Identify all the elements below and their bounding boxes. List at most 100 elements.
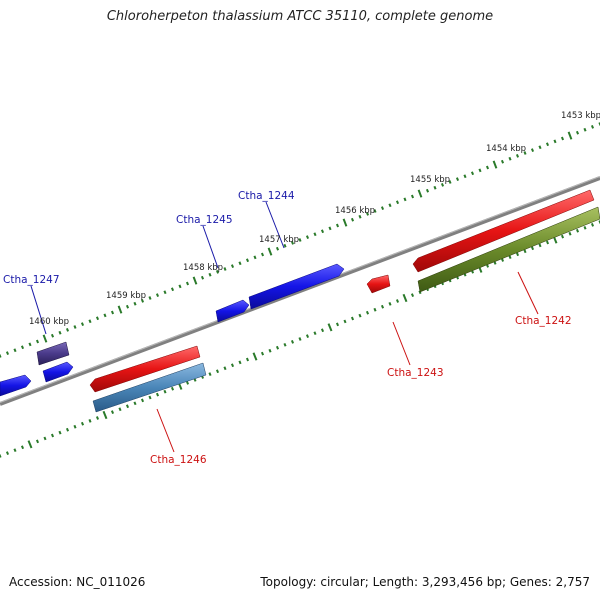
inner-minor-tick xyxy=(373,307,377,312)
outer-minor-tick xyxy=(35,339,40,344)
leader-ctha-1247 xyxy=(30,285,47,335)
outer-minor-tick xyxy=(425,188,430,193)
inner-minor-tick xyxy=(118,407,122,412)
outer-minor-tick xyxy=(433,185,437,190)
inner-minor-tick xyxy=(298,337,302,341)
gene-ctha-1247[interactable] xyxy=(36,341,70,366)
outer-minor-tick xyxy=(313,232,317,237)
outer-minor-tick xyxy=(238,261,242,266)
inner-minor-tick xyxy=(343,319,347,324)
inner-minor-tick xyxy=(148,395,152,400)
inner-minor-tick xyxy=(50,433,55,438)
outer-minor-tick xyxy=(140,299,145,303)
gene-ctha-1242-olive[interactable] xyxy=(417,206,600,293)
inner-minor-tick xyxy=(245,357,250,362)
inner-minor-tick xyxy=(313,331,317,335)
outer-minor-tick xyxy=(590,125,595,129)
outer-major-tick xyxy=(342,218,348,227)
inner-minor-tick xyxy=(155,392,160,397)
outer-minor-tick xyxy=(50,333,55,338)
gene-plus-left-b[interactable] xyxy=(0,374,32,397)
outer-minor-tick xyxy=(538,145,542,150)
outer-minor-tick xyxy=(223,267,227,271)
outer-tick-track xyxy=(0,122,600,358)
label-ctha-1245: Ctha_1245 xyxy=(176,214,233,226)
outer-minor-tick xyxy=(260,252,265,257)
inner-minor-tick xyxy=(215,369,220,374)
inner-minor-tick xyxy=(5,451,10,455)
scale-label-1457: 1457 kbp xyxy=(259,235,299,245)
outer-minor-tick xyxy=(335,223,340,228)
outer-minor-tick xyxy=(470,171,475,176)
outer-minor-tick xyxy=(350,217,355,222)
inner-minor-tick xyxy=(73,424,77,429)
inner-minor-tick xyxy=(95,416,100,420)
gene-ctha-1242-red[interactable] xyxy=(412,189,595,273)
scale-label-1455: 1455 kbp xyxy=(410,175,450,185)
inner-minor-tick xyxy=(268,348,272,353)
outer-minor-tick xyxy=(448,180,452,184)
outer-minor-tick xyxy=(388,203,392,208)
gene-ctha-1246-red[interactable] xyxy=(89,345,201,393)
outer-minor-tick xyxy=(380,206,385,210)
inner-minor-tick xyxy=(80,421,85,426)
inner-tick-track xyxy=(0,220,600,458)
inner-minor-tick xyxy=(515,252,520,257)
inner-minor-tick xyxy=(230,363,235,368)
outer-minor-tick xyxy=(440,183,445,187)
outer-minor-tick xyxy=(455,177,460,181)
inner-minor-tick xyxy=(88,419,92,423)
outer-minor-tick xyxy=(560,136,565,141)
gene-ctha-1244[interactable] xyxy=(248,263,345,310)
outer-major-tick xyxy=(192,276,198,285)
outer-minor-tick xyxy=(110,310,115,315)
outer-minor-tick xyxy=(155,293,160,297)
outer-minor-tick xyxy=(403,197,407,202)
outer-minor-tick xyxy=(583,127,587,132)
genome-backbone xyxy=(0,176,600,406)
outer-minor-tick xyxy=(515,154,520,158)
inner-minor-tick xyxy=(508,255,512,259)
inner-minor-tick xyxy=(583,226,587,230)
scale-label-1456: 1456 kbp xyxy=(335,206,375,216)
outer-minor-tick xyxy=(185,281,190,286)
outer-minor-tick xyxy=(230,264,235,268)
leader-ctha-1245 xyxy=(202,225,219,269)
gene-ctha-1246-steel[interactable] xyxy=(92,362,207,413)
inner-minor-tick xyxy=(20,445,25,450)
outer-minor-tick xyxy=(80,322,85,326)
inner-minor-tick xyxy=(523,249,527,254)
gene-ctha-1245[interactable] xyxy=(215,299,250,323)
outer-minor-tick xyxy=(13,348,17,353)
outer-major-tick xyxy=(42,334,48,343)
outer-minor-tick xyxy=(200,275,205,280)
inner-major-tick xyxy=(327,323,333,332)
scale-label-1459: 1459 kbp xyxy=(106,291,146,301)
outer-major-tick xyxy=(492,160,498,169)
outer-minor-tick xyxy=(178,284,182,289)
scale-label-1453: 1453 kbp xyxy=(561,111,600,121)
inner-minor-tick xyxy=(170,386,175,391)
inner-minor-tick xyxy=(575,228,580,233)
inner-minor-tick xyxy=(238,360,242,365)
outer-minor-tick xyxy=(215,270,220,274)
outer-major-tick xyxy=(417,189,423,198)
outer-major-tick xyxy=(117,305,123,314)
inner-minor-tick xyxy=(410,293,415,297)
outer-minor-tick xyxy=(133,301,137,306)
outer-minor-tick xyxy=(305,235,310,239)
inner-major-tick xyxy=(27,440,33,449)
inner-minor-tick xyxy=(365,310,370,315)
inner-minor-tick xyxy=(43,436,47,441)
gene-ctha-1243[interactable] xyxy=(366,274,391,294)
outer-minor-tick xyxy=(373,209,377,213)
inner-minor-tick xyxy=(530,246,535,251)
outer-minor-tick xyxy=(20,345,25,350)
scale-label-1460: 1460 kbp xyxy=(29,317,69,327)
outer-minor-tick xyxy=(283,243,287,248)
gene-plus-left-a[interactable] xyxy=(42,361,74,383)
inner-minor-tick xyxy=(395,299,400,303)
inner-minor-tick xyxy=(110,410,115,414)
outer-minor-tick xyxy=(298,238,302,242)
outer-minor-tick xyxy=(290,241,295,245)
